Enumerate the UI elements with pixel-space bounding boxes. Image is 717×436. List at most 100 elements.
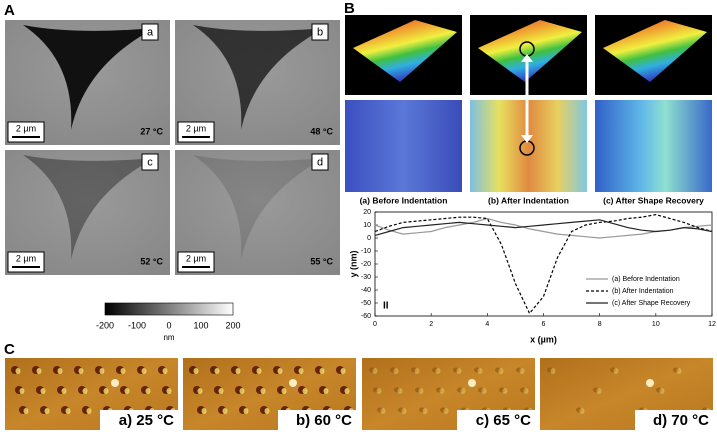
image-letter: b: [317, 26, 323, 38]
pit: [516, 367, 522, 373]
pit: [390, 367, 396, 373]
colorbar-tick: 200: [225, 320, 240, 330]
pit-rim: [44, 408, 50, 414]
pit-rim: [197, 388, 203, 394]
pit: [457, 387, 463, 393]
pit-rim: [145, 388, 151, 394]
panel-label: A: [4, 2, 15, 19]
pit-rim: [162, 368, 168, 374]
image-letter: a: [147, 26, 154, 38]
colorbar: [104, 302, 234, 316]
pit: [394, 387, 400, 393]
pit-rim: [141, 368, 147, 374]
pit-rim: [498, 368, 504, 374]
pit-rim: [659, 388, 665, 394]
pit: [398, 407, 404, 413]
y-axis-label: y (nm): [348, 250, 358, 277]
pit-rim: [380, 408, 386, 414]
pit: [610, 367, 616, 373]
topography: [595, 100, 712, 192]
pit-rim: [579, 408, 585, 414]
scale-label: 2 µm: [16, 253, 36, 263]
pit: [478, 387, 484, 393]
pit-rim: [340, 368, 346, 374]
x-tick-label: 12: [708, 321, 716, 328]
image-label: c) 65 °C: [476, 412, 531, 429]
y-tick-label: -40: [361, 287, 371, 294]
pit-rim: [613, 368, 619, 374]
pit: [656, 387, 662, 393]
pit: [495, 367, 501, 373]
y-tick-label: 10: [363, 222, 371, 229]
pit: [673, 367, 679, 373]
panel-label: B: [344, 0, 355, 17]
particle: [111, 379, 119, 387]
pit-rim: [323, 388, 329, 394]
caption: (a) Before Indentation: [360, 195, 448, 205]
letter-box: [311, 153, 329, 171]
pit: [499, 387, 505, 393]
pit-rim: [676, 368, 682, 374]
scale-label: 2 µm: [16, 123, 36, 133]
legend-label: (b) After Indentation: [612, 288, 674, 295]
pit-rim: [414, 368, 420, 374]
pit-rim: [61, 388, 67, 394]
label-box: [100, 410, 178, 430]
colorbar-tick: -100: [128, 320, 146, 330]
pit-rim: [401, 408, 407, 414]
pit-rim: [103, 388, 109, 394]
panel-label: C: [4, 341, 15, 358]
legend-label: (c) After Shape Recovery: [612, 300, 691, 307]
pit: [369, 367, 375, 373]
particle: [646, 379, 654, 387]
pit-rim: [23, 408, 29, 414]
caption: (c) After Shape Recovery: [603, 195, 704, 205]
image-letter: c: [147, 156, 153, 168]
x-tick-label: 8: [598, 321, 602, 328]
temperature: 55 °C: [310, 256, 333, 266]
y-tick-label: -10: [361, 248, 371, 255]
scale-label: 2 µm: [186, 253, 206, 263]
temperature: 52 °C: [140, 256, 163, 266]
label-box: [278, 410, 356, 430]
label-box: [457, 410, 535, 430]
colorbar-tick: 0: [166, 320, 171, 330]
pit-rim: [78, 368, 84, 374]
pit-rim: [82, 388, 88, 394]
pit-rim: [344, 388, 350, 394]
pit-rim: [166, 388, 172, 394]
x-tick-label: 2: [429, 321, 433, 328]
x-tick-label: 4: [485, 321, 489, 328]
pit-rim: [596, 388, 602, 394]
y-tick-label: -20: [361, 261, 371, 268]
legend-label: (a) Before Indentation: [612, 276, 680, 283]
colorbar-tick: 100: [193, 320, 208, 330]
pit-rim: [243, 408, 249, 414]
pit: [419, 407, 425, 413]
pit: [520, 387, 526, 393]
pit: [377, 407, 383, 413]
pit-rim: [372, 368, 378, 374]
surface: [603, 20, 707, 82]
pit-rim: [86, 408, 92, 414]
pit: [453, 367, 459, 373]
pit-rim: [302, 388, 308, 394]
pit-rim: [439, 388, 445, 394]
pit-rim: [277, 368, 283, 374]
colorbar-tick: -200: [96, 320, 114, 330]
pit: [593, 387, 599, 393]
indent: [193, 155, 325, 260]
letter-box: [141, 153, 159, 171]
series-line: [374, 213, 713, 315]
surface: [478, 20, 582, 82]
image-label: a) 25 °C: [119, 412, 174, 429]
pit-rim: [376, 388, 382, 394]
y-tick-label: 20: [363, 209, 371, 216]
image-label: b) 60 °C: [296, 412, 352, 429]
pit-rim: [40, 388, 46, 394]
pit-rim: [19, 388, 25, 394]
pit: [432, 367, 438, 373]
x-tick-label: 0: [373, 321, 377, 328]
x-axis-label: x (µm): [530, 334, 557, 344]
